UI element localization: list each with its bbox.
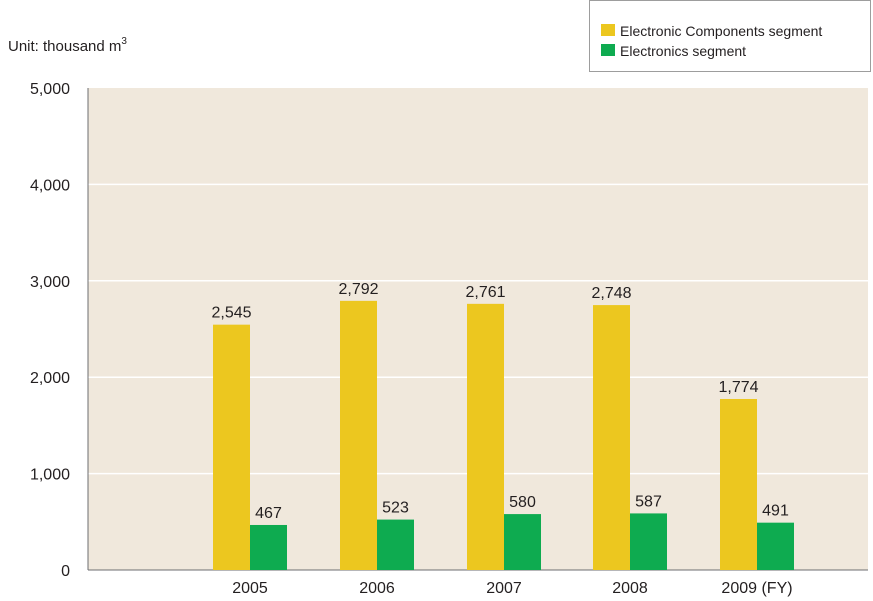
data-label-electronic-components: 1,774 — [718, 379, 758, 396]
unit-label-superscript: 3 — [121, 36, 127, 47]
unit-label-text: Unit: thousand m — [8, 38, 122, 55]
x-tick-label: 2007 — [486, 580, 522, 597]
data-label-electronics: 587 — [635, 493, 662, 510]
data-label-electronic-components: 2,545 — [211, 305, 251, 322]
bar-electronics — [504, 514, 541, 570]
bar-electronic-components — [467, 303, 504, 570]
legend-item-electronics: Electronics segment — [601, 43, 746, 59]
x-tick-label: 2009 (FY) — [721, 580, 792, 597]
x-tick-label: 2008 — [612, 580, 648, 597]
legend-label-electronics: Electronics segment — [620, 43, 747, 59]
bar-electronics — [757, 522, 794, 570]
bar-electronics — [630, 513, 667, 570]
y-tick-label: 0 — [61, 563, 70, 580]
y-tick-label: 5,000 — [30, 81, 70, 98]
legend: Electronic Components segment Electronic… — [589, 0, 871, 72]
legend-label-electronic-components: Electronic Components segment — [620, 23, 823, 39]
x-tick-label: 2006 — [359, 580, 395, 597]
legend-swatch-electronic-components — [601, 24, 615, 37]
data-label-electronics: 580 — [509, 494, 536, 511]
y-tick-label: 4,000 — [30, 177, 70, 194]
bar-electronic-components — [340, 300, 377, 570]
legend-item-electronic-components: Electronic Components segment — [601, 23, 822, 39]
data-label-electronics: 523 — [382, 500, 409, 517]
bar-electronic-components — [720, 398, 757, 570]
data-label-electronic-components: 2,761 — [465, 284, 505, 301]
legend-swatch-electronics — [601, 44, 615, 57]
y-tick-label: 1,000 — [30, 467, 70, 484]
unit-label: Unit: thousand m3 — [8, 36, 127, 55]
data-label-electronic-components: 2,748 — [591, 285, 631, 302]
bar-electronic-components — [213, 324, 250, 570]
bar-electronics — [377, 519, 414, 570]
data-label-electronics: 491 — [762, 503, 789, 520]
data-label-electronic-components: 2,792 — [338, 281, 378, 298]
data-label-electronics: 467 — [255, 505, 282, 522]
y-tick-label: 2,000 — [30, 370, 70, 387]
x-tick-label: 2005 — [232, 580, 268, 597]
bar-electronics — [250, 524, 287, 570]
y-tick-label: 3,000 — [30, 274, 70, 291]
bar-electronic-components — [593, 305, 630, 570]
